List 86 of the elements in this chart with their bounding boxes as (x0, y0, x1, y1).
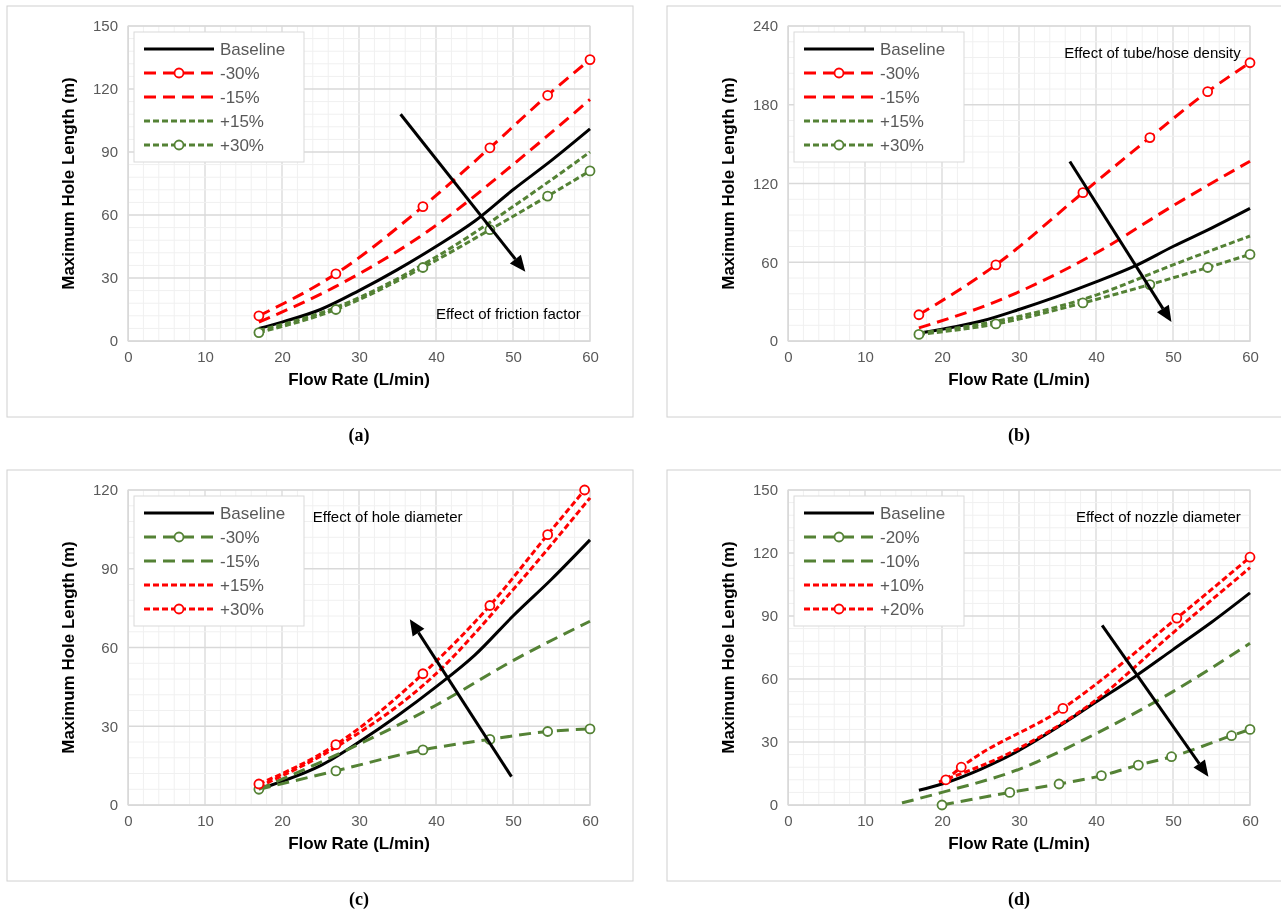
x-tick-label: 50 (505, 347, 522, 365)
legend-label: Baseline (880, 504, 946, 523)
y-tick-label: 150 (92, 17, 118, 35)
x-tick-label: 50 (1165, 347, 1182, 365)
legend-label: -10% (880, 552, 920, 571)
x-tick-label: 20 (274, 811, 291, 829)
x-tick-label: 40 (428, 347, 445, 365)
text: (b) (1008, 425, 1030, 446)
x-axis-title: Flow Rate (L/min) (948, 370, 1090, 389)
x-tick-label: 10 (857, 811, 874, 829)
legend-label: +30% (220, 136, 264, 155)
y-tick-label: 0 (769, 332, 778, 350)
y-tick-label: 30 (761, 733, 778, 751)
legend-label: -30% (220, 64, 260, 83)
x-tick-label: 10 (197, 347, 214, 365)
x-tick-label: 40 (1088, 347, 1105, 365)
x-tick-label: 60 (1242, 347, 1259, 365)
x-tick-label: 60 (582, 811, 599, 829)
legend-label: -30% (220, 528, 260, 547)
y-axis-title: Maximum Hole Length (m) (59, 77, 78, 290)
legend-label: Baseline (880, 40, 946, 59)
y-tick-label: 30 (101, 717, 118, 735)
legend-label: Baseline (220, 504, 286, 523)
y-tick-label: 90 (101, 560, 118, 578)
text: (d) (1008, 889, 1030, 910)
x-tick-label: 30 (1011, 811, 1028, 829)
y-axis-title: Maximum Hole Length (m) (59, 541, 78, 754)
y-tick-label: 240 (752, 17, 778, 35)
y-tick-label: 90 (101, 143, 118, 161)
x-tick-label: 10 (197, 811, 214, 829)
y-tick-label: 120 (752, 544, 778, 562)
legend-label: +15% (220, 576, 264, 595)
x-tick-label: 0 (124, 347, 133, 365)
x-tick-label: 10 (857, 347, 874, 365)
text: (c) (349, 889, 369, 910)
y-axis-title: Maximum Hole Length (m) (719, 541, 738, 754)
x-tick-label: 20 (274, 347, 291, 365)
annotation: Effect of nozzle diameter (1075, 507, 1241, 525)
legend-label: -15% (880, 88, 920, 107)
x-tick-label: 40 (428, 811, 445, 829)
x-tick-label: 30 (351, 811, 368, 829)
x-tick-label: 20 (934, 811, 951, 829)
y-tick-label: 120 (752, 174, 778, 192)
y-tick-label: 150 (752, 481, 778, 499)
y-tick-label: 0 (109, 796, 118, 814)
annotation: Effect of hole diameter (312, 507, 463, 525)
y-tick-label: 60 (101, 638, 118, 656)
y-tick-label: 120 (92, 80, 118, 98)
y-tick-label: 180 (752, 96, 778, 114)
x-tick-label: 20 (934, 347, 951, 365)
y-tick-label: 0 (109, 332, 118, 350)
legend-label: +15% (220, 112, 264, 131)
legend-label: -15% (220, 88, 260, 107)
y-tick-label: 60 (761, 670, 778, 688)
x-tick-label: 0 (784, 347, 793, 365)
x-tick-label: 0 (784, 811, 793, 829)
y-tick-label: 90 (761, 607, 778, 625)
text: (a) (348, 425, 370, 446)
x-tick-label: 50 (505, 811, 522, 829)
x-axis-title: Flow Rate (L/min) (288, 834, 430, 853)
x-tick-label: 0 (124, 811, 133, 829)
legend-label: +30% (880, 136, 924, 155)
legend-label: +30% (220, 600, 264, 619)
y-tick-label: 120 (92, 481, 118, 499)
x-tick-label: 40 (1088, 811, 1105, 829)
y-tick-label: 60 (761, 253, 778, 271)
legend-label: -15% (220, 552, 260, 571)
x-tick-label: 60 (582, 347, 599, 365)
annotation: Effect of tube/hose density (1064, 43, 1242, 61)
x-axis-title: Flow Rate (L/min) (288, 370, 430, 389)
x-tick-label: 30 (351, 347, 368, 365)
x-tick-label: 60 (1242, 811, 1259, 829)
x-axis-title: Flow Rate (L/min) (948, 834, 1090, 853)
legend-label: -30% (880, 64, 920, 83)
y-tick-label: 0 (769, 796, 778, 814)
legend-label: +20% (880, 600, 924, 619)
legend-label: -20% (880, 528, 920, 547)
legend-label: +15% (880, 112, 924, 131)
y-tick-label: 60 (101, 206, 118, 224)
annotation: Effect of friction factor (435, 304, 581, 322)
legend-label: Baseline (220, 40, 286, 59)
x-tick-label: 50 (1165, 811, 1182, 829)
legend-label: +10% (880, 576, 924, 595)
y-tick-label: 30 (101, 269, 118, 287)
y-axis-title: Maximum Hole Length (m) (719, 77, 738, 290)
x-tick-label: 30 (1011, 347, 1028, 365)
